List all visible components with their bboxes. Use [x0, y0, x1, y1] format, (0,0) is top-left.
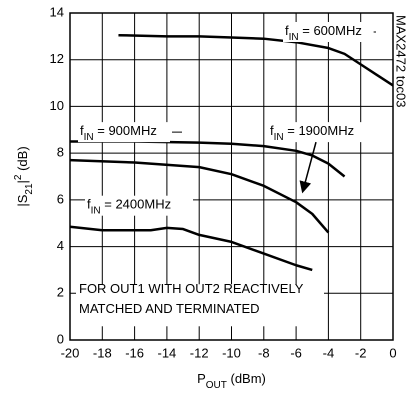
x-tick-label: 0: [389, 345, 396, 360]
series-line: [69, 158, 330, 234]
plot-frame: [69, 12, 394, 341]
y-tick-label: 10: [50, 98, 64, 113]
series-label: fIN = 2400MHz: [87, 197, 171, 217]
y-axis-label-part: (dB): [15, 146, 30, 174]
series-label-part: = 600MHz: [299, 23, 362, 38]
series-line: [118, 33, 394, 87]
series-label: fIN = 900MHz: [80, 124, 157, 144]
y-tick-label: 0: [57, 331, 64, 346]
y-axis-label-part: |: [15, 180, 30, 183]
y-axis-label-part: 21: [24, 183, 35, 195]
x-axis-label-part: (dBm): [227, 371, 266, 386]
series-label-part: IN: [84, 132, 94, 143]
label-bg: [268, 122, 376, 143]
series-label-part: = 2400MHz: [101, 197, 171, 212]
x-tick-label: -20: [61, 345, 80, 360]
label-bg: [78, 122, 170, 143]
note-bg: [76, 284, 324, 327]
x-axis-label-part: P: [197, 371, 206, 386]
series-label-part: IN: [274, 132, 284, 143]
note-text: MATCHED AND TERMINATED: [79, 301, 260, 316]
arrow: [299, 141, 317, 194]
series-label-part: f: [270, 124, 274, 139]
x-tick-label: -14: [158, 345, 177, 360]
side-note: MAX2472 toc03: [394, 15, 406, 108]
y-tick-label: 8: [57, 145, 64, 160]
note-text: FOR OUT1 WITH OUT2 REACTIVELY: [79, 281, 304, 296]
series-label-part: IN: [289, 32, 299, 43]
x-tick-label: -2: [355, 345, 367, 360]
series-label: fIN = 1900MHz: [270, 124, 354, 144]
x-axis-label-part: OUT: [206, 380, 227, 391]
y-tick-label: 2: [57, 285, 64, 300]
x-tick-label: -12: [190, 345, 209, 360]
series-line: [69, 225, 313, 272]
series-label-part: IN: [91, 206, 101, 217]
x-tick-label: -18: [93, 345, 112, 360]
series-label-part: = 900MHz: [94, 124, 157, 139]
series-label-part: f: [80, 124, 84, 139]
y-axis-label-part: 2: [13, 174, 24, 180]
series-line: [70, 140, 346, 178]
series-label-part: f: [285, 23, 289, 38]
y-axis-label: |S21|2 (dB): [13, 146, 35, 206]
x-tick-label: -4: [323, 345, 335, 360]
y-tick-label: 6: [57, 191, 64, 206]
x-tick-label: -10: [222, 345, 241, 360]
y-axis-label-part: |S: [15, 194, 30, 206]
series-label: fIN = 600MHz: [285, 23, 362, 43]
x-tick-label: -8: [258, 345, 270, 360]
x-axis-label: POUT (dBm): [197, 371, 266, 391]
x-tick-label: -16: [125, 345, 144, 360]
label-bg: [283, 22, 375, 42]
label-bg: [85, 195, 193, 216]
y-tick-label: 12: [50, 51, 64, 66]
y-tick-label: 4: [57, 238, 64, 253]
series-label-part: f: [87, 197, 91, 212]
x-tick-label: -6: [290, 345, 302, 360]
series-label-part: = 1900MHz: [284, 124, 354, 139]
y-tick-label: 14: [50, 4, 64, 19]
